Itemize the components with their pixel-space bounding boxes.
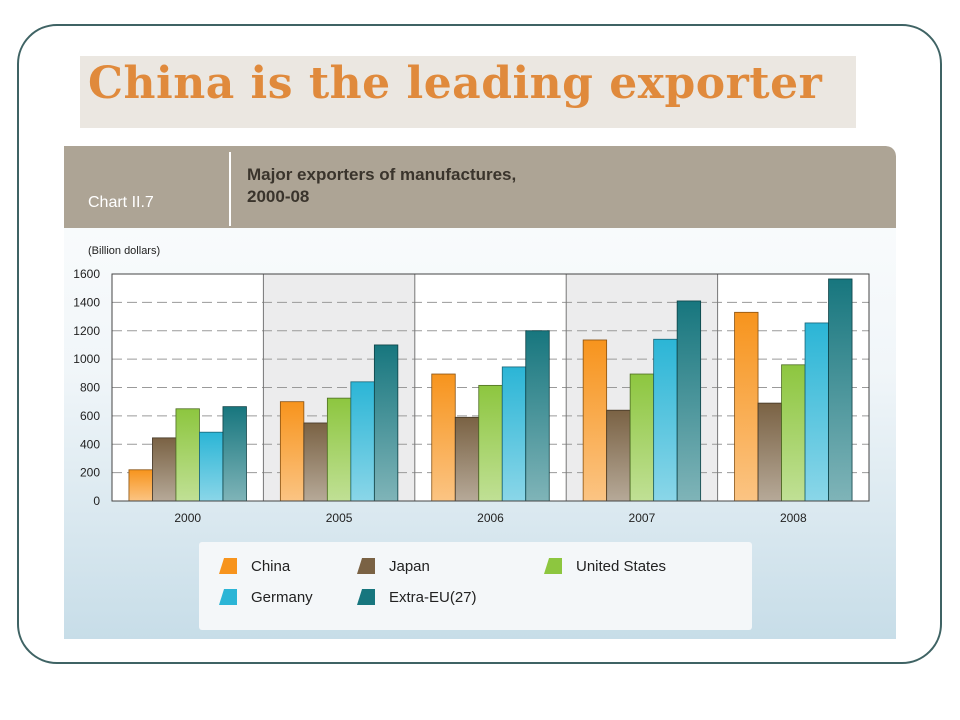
plot-area: 0 200 400 600 800 1000 1200 1400 1600 (Billion do… bbox=[73, 245, 870, 525]
legend-swatch bbox=[544, 558, 562, 574]
y-tick-label: 0 bbox=[93, 494, 100, 508]
legend-swatch bbox=[357, 558, 375, 574]
y-tick-label: 200 bbox=[80, 466, 100, 480]
bar-extra-eu-27--2007 bbox=[676, 300, 702, 502]
legend-item-united-states: United States bbox=[544, 555, 666, 577]
bar-japan-2000 bbox=[152, 437, 177, 502]
bar-extra-eu-27--2006 bbox=[525, 330, 550, 502]
chart-legend: China Japan United States Germany Extra-EU(2… bbox=[199, 542, 752, 630]
y-tick-label: 1200 bbox=[73, 324, 100, 338]
slide-title: China is the leading exporter bbox=[88, 58, 823, 109]
bar-china-2007 bbox=[582, 339, 608, 502]
y-axis-label: (Billion dollars) bbox=[88, 245, 160, 257]
legend-item-germany: Germany bbox=[219, 586, 313, 608]
bar-germany-2005 bbox=[350, 381, 375, 502]
bar-germany-2008 bbox=[804, 322, 829, 502]
legend-label: Japan bbox=[389, 557, 430, 575]
legend-label: Extra-EU(27) bbox=[389, 588, 477, 606]
legend-swatch bbox=[219, 558, 237, 574]
bar-germany-2006 bbox=[501, 366, 527, 502]
bar-china-2005 bbox=[279, 401, 305, 502]
x-tick-label: 2007 bbox=[629, 511, 656, 525]
bar-extra-eu-27--2008 bbox=[828, 278, 853, 502]
chart-title: Major exporters of manufactures, 2000-08 bbox=[247, 164, 667, 208]
x-tick-label: 2005 bbox=[326, 511, 353, 525]
x-tick-label: 2008 bbox=[780, 511, 807, 525]
chart-title-line1: Major exporters of manufactures, bbox=[247, 165, 517, 184]
bar-united-states-2005 bbox=[326, 397, 352, 502]
plot-frame bbox=[111, 273, 870, 502]
chart-panel-header: Chart II.7 Major exporters of manufactur… bbox=[64, 146, 896, 228]
header-separator bbox=[229, 152, 231, 226]
bar-japan-2006 bbox=[454, 416, 480, 502]
y-tick-label: 1000 bbox=[73, 352, 100, 366]
x-tick-label: 2000 bbox=[174, 511, 201, 525]
bar-united-states-2008 bbox=[781, 364, 806, 502]
bar-china-2000 bbox=[128, 469, 153, 502]
bar-china-2008 bbox=[734, 311, 759, 502]
bar-united-states-2000 bbox=[175, 408, 200, 502]
bar-japan-2007 bbox=[606, 409, 631, 502]
slide-title-banner bbox=[80, 56, 856, 128]
chart-title-line2: 2000-08 bbox=[247, 187, 310, 206]
y-tick-label: 400 bbox=[80, 437, 100, 451]
bar-united-states-2007 bbox=[629, 373, 655, 502]
bar-japan-2005 bbox=[303, 422, 328, 502]
x-tick-label: 2006 bbox=[477, 511, 504, 525]
legend-item-china: China bbox=[219, 555, 290, 577]
bar-extra-eu-27--2005 bbox=[373, 344, 399, 502]
legend-label: Germany bbox=[251, 588, 313, 606]
y-tick-label: 800 bbox=[80, 381, 100, 395]
chart-label: Chart II.7 bbox=[88, 194, 154, 211]
y-tick-label: 1600 bbox=[73, 267, 100, 281]
y-tick-label: 600 bbox=[80, 409, 100, 423]
legend-label: United States bbox=[576, 557, 667, 575]
bar-extra-eu-27--2000 bbox=[222, 406, 247, 502]
legend-item-extra-eu-27-: Extra-EU(27) bbox=[357, 586, 477, 608]
legend-swatch bbox=[357, 589, 375, 605]
bar-united-states-2006 bbox=[478, 384, 503, 502]
legend-label: China bbox=[251, 557, 291, 575]
bar-germany-2007 bbox=[653, 338, 678, 502]
legend-swatch bbox=[219, 589, 237, 605]
bar-germany-2000 bbox=[199, 431, 224, 502]
slide-frame bbox=[17, 24, 942, 664]
y-tick-label: 1400 bbox=[73, 295, 100, 309]
bar-china-2006 bbox=[431, 373, 456, 502]
bar-japan-2008 bbox=[757, 402, 782, 502]
legend-item-japan: Japan bbox=[357, 555, 430, 577]
